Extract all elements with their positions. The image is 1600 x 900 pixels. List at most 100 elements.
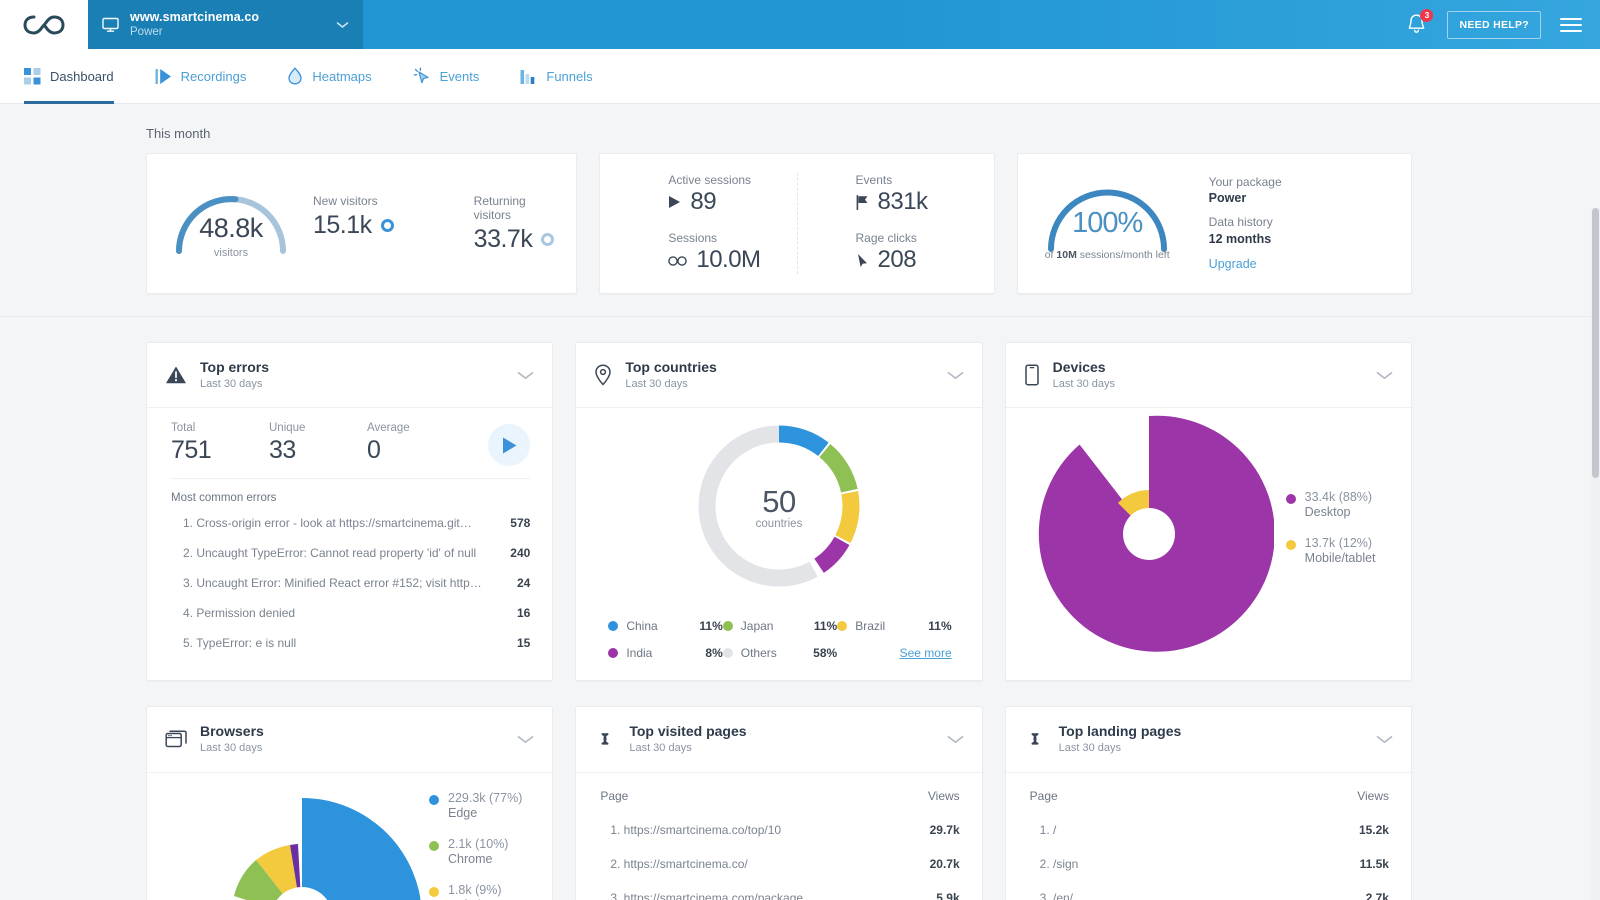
legend-label: Chrome	[448, 851, 493, 866]
table-row[interactable]: 3. https://smartcinema.com/package 5.9k	[576, 881, 981, 900]
table-row[interactable]: 3. /en/ 2.7k	[1006, 881, 1411, 900]
notifications-button[interactable]: 3	[1406, 8, 1434, 37]
nav-item-recordings[interactable]: Recordings	[155, 49, 268, 103]
hamburger-line	[1560, 17, 1582, 20]
package-label: Your package	[1208, 174, 1282, 189]
legend-item-mobile-tablet: 13.7k (12%) Mobile/tablet	[1285, 536, 1376, 566]
page-url: 2. https://smartcinema.co/	[610, 856, 748, 871]
sessions-label: Sessions	[668, 231, 718, 245]
play-icon	[155, 68, 172, 85]
app-logo[interactable]	[0, 0, 88, 49]
hamburger-line	[1560, 29, 1582, 32]
legend-label: Mobile/tablet	[1304, 551, 1376, 566]
page-url: 1. /	[1039, 822, 1057, 837]
column-header-views: Views	[927, 788, 960, 803]
events-block: Events 831k	[856, 173, 984, 216]
chevron-down-icon[interactable]	[947, 735, 964, 744]
browsers-legend: 229.3k (77%) Edge 2.1k (10%)	[429, 773, 522, 900]
notification-badge: 3	[1420, 8, 1434, 22]
nav-label: Recordings	[180, 68, 247, 84]
hamburger-menu-icon[interactable]	[1560, 17, 1582, 32]
legend-item-china: China 11%	[608, 619, 723, 633]
devices-rose-chart	[1006, 409, 1275, 664]
card-subtitle: Last 30 days	[200, 741, 263, 754]
legend-color-dot	[837, 621, 848, 632]
new-visitors-block: New visitors 15.1k	[313, 194, 394, 254]
nav-item-heatmaps[interactable]: Heatmaps	[287, 49, 392, 103]
legend-color-dot	[1285, 494, 1296, 505]
active-sessions-value: 89	[690, 188, 717, 215]
nav-label: Funnels	[546, 68, 593, 84]
rose-slice-other	[290, 843, 302, 900]
column-header-views: Views	[1357, 788, 1389, 803]
site-selector[interactable]: www.smartcinema.co Power	[88, 0, 363, 49]
chevron-down-icon[interactable]	[947, 371, 964, 380]
table-row[interactable]: 3. Uncaught Error: Minified React error …	[171, 568, 530, 598]
error-count: 24	[516, 576, 531, 591]
table-row[interactable]: 5. TypeError: e is null 15	[171, 628, 530, 658]
cursor-click-icon	[413, 67, 431, 85]
table-row[interactable]: 1. Cross-origin error - look at https://…	[171, 508, 530, 538]
active-sessions-label: Active sessions	[668, 173, 752, 187]
chevron-down-icon[interactable]	[1376, 735, 1393, 744]
cursor-arrow-icon	[856, 253, 869, 268]
monitor-icon	[102, 17, 119, 32]
returning-visitors-value: 33.7k	[473, 224, 533, 253]
table-row[interactable]: 2. Uncaught TypeError: Cannot read prope…	[171, 538, 530, 568]
legend-label: Safari	[448, 898, 502, 900]
card-title: Devices	[1052, 359, 1106, 375]
page-url: 3. https://smartcinema.com/package	[610, 890, 804, 900]
legend-value: 11%	[928, 619, 952, 634]
site-plan: Power	[130, 25, 163, 38]
chevron-down-icon[interactable]	[517, 371, 534, 380]
legend-label: Edge	[448, 805, 478, 820]
upgrade-link[interactable]: Upgrade	[1208, 257, 1257, 272]
dashboard-body: This month 48.8k visitors New visitors	[0, 104, 1600, 900]
table-row[interactable]: 1. / 15.2k	[1006, 813, 1411, 847]
rage-clicks-value: 208	[877, 246, 917, 273]
table-row[interactable]: 1. https://smartcinema.co/top/10 29.7k	[576, 813, 981, 847]
rose-center-hole	[276, 886, 328, 900]
gauge-arc-icon	[176, 195, 286, 254]
card-title: Top countries	[625, 359, 717, 375]
table-header: Page Views	[1006, 773, 1411, 813]
legend-item-desktop: 33.4k (88%) Desktop	[1285, 490, 1376, 520]
page-url: 1. https://smartcinema.co/top/10	[610, 822, 782, 837]
top-countries-card: Top countries Last 30 days	[575, 342, 983, 682]
chevron-down-icon[interactable]	[1376, 371, 1393, 380]
legend-item-brazil: Brazil 11%	[837, 619, 952, 634]
table-row[interactable]: 2. https://smartcinema.co/ 20.7k	[576, 847, 981, 881]
ring-icon	[380, 218, 394, 232]
legend-item-others: Others 58%	[722, 646, 837, 660]
play-icon	[502, 437, 517, 454]
table-row[interactable]: 2. /sign 11.5k	[1006, 847, 1411, 881]
link-icon	[1024, 729, 1046, 749]
visitors-caption: visitors	[213, 246, 249, 259]
page-views: 2.7k	[1365, 890, 1389, 900]
nav-item-funnels[interactable]: Funnels	[520, 49, 613, 103]
new-visitors-value: 15.1k	[313, 210, 372, 239]
nav-item-dashboard[interactable]: Dashboard	[24, 49, 135, 104]
legend-value: 229.3k	[448, 790, 486, 805]
stat-value: 751	[171, 436, 212, 465]
most-common-errors-label: Most common errors	[171, 492, 277, 505]
scrollbar-thumb[interactable]	[1592, 208, 1599, 478]
table-row[interactable]: 4. Permission denied 16	[171, 598, 530, 628]
table-header: Page Views	[576, 773, 981, 813]
legend-label: Desktop	[1304, 505, 1351, 520]
legend-percent: (9%)	[475, 882, 502, 897]
card-title: Top landing pages	[1058, 723, 1182, 740]
need-help-button[interactable]: NEED HELP?	[1447, 10, 1541, 39]
see-more-link[interactable]: See more	[899, 646, 952, 661]
package-gauge: 100% of 10M sessions/month left	[1040, 185, 1175, 262]
chevron-down-icon[interactable]	[517, 735, 534, 744]
card-subtitle: Last 30 days	[1058, 741, 1122, 754]
page-scrollbar[interactable]	[1591, 208, 1600, 900]
nav-item-events[interactable]: Events	[413, 49, 501, 103]
play-recordings-button[interactable]	[488, 424, 531, 467]
browsers-card: Browsers Last 30 days	[146, 706, 554, 900]
page-views: 11.5k	[1359, 856, 1389, 871]
sessions-left-column: Active sessions 89 Sessions	[610, 173, 796, 274]
donut-slice-brazil	[698, 425, 860, 587]
grid-dashboard-icon	[24, 67, 41, 85]
